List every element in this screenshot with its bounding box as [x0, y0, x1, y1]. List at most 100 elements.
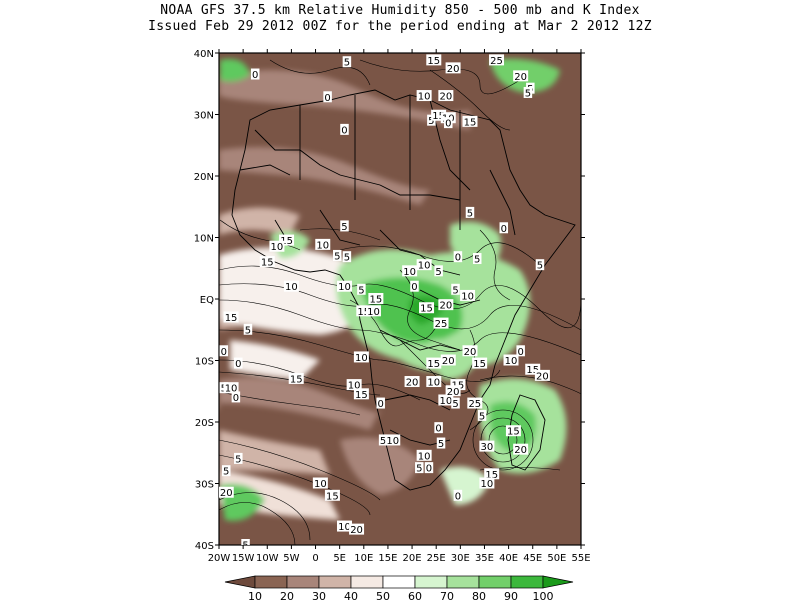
lon-label: 50E [547, 553, 566, 564]
kindex-label: 10 [269, 240, 285, 253]
kindex-label-box [376, 397, 385, 409]
kindex-label-text: 0 [378, 399, 384, 410]
kindex-label-text: 5 [358, 285, 364, 296]
kindex-label-text: 5 [223, 467, 229, 478]
kindex-label-text: 10 [427, 378, 440, 389]
kindex-label: 15 [259, 256, 275, 269]
kindex-label-text: 10 [439, 396, 452, 407]
kindex-label-text: 5 [474, 255, 480, 266]
kindex-label-text: 15 [355, 390, 368, 401]
kindex-label-box [221, 465, 231, 477]
kindex-label-box [346, 379, 362, 391]
kindex-label-text: 20 [350, 525, 363, 536]
kindex-label-box [489, 54, 505, 66]
kindex-label: 5 [221, 465, 231, 478]
kindex-label-text: 5 [341, 222, 347, 233]
kindex-label-box [250, 68, 260, 80]
kindex-label-box [269, 240, 285, 252]
kindex-label-text: 0 [252, 70, 258, 81]
kindex-label-text: 15 [261, 258, 274, 269]
kindex-label: 10 [353, 351, 369, 364]
kindex-label-box [357, 283, 366, 295]
kindex-label-text: 5 [537, 261, 543, 272]
kindex-label: 10 [336, 280, 352, 293]
kindex-label-box [535, 259, 545, 271]
kindex-label: 15 [279, 234, 295, 247]
kindex-label: 0 [444, 117, 453, 130]
kindex-label-text: 10 [461, 291, 474, 302]
kindex-label-text: 15 [464, 117, 477, 128]
kindex-label: 15 [368, 293, 384, 306]
colorbar: 10 20 30 40 50 60 70 80 90 100 [224, 575, 574, 600]
kindex-label: 5 [333, 249, 342, 262]
lon-label: 35E [475, 553, 494, 564]
kindex-label-text: 5 [380, 436, 386, 447]
kindex-label-box [419, 302, 435, 314]
lon-label: 5E [333, 553, 346, 564]
kindex-label-text: 10 [505, 356, 518, 367]
kindex-label: 5 [378, 434, 388, 447]
colorbar-swatch [254, 575, 288, 589]
kindex-label-box [378, 434, 388, 446]
kindex-label: 25 [433, 317, 449, 330]
kindex-label-text: 0 [426, 464, 432, 475]
kindex-label: 10 [426, 376, 442, 389]
kindex-label-text: 20 [514, 72, 527, 83]
kindex-label: 5 [434, 265, 443, 278]
kindex-label-box [402, 265, 418, 277]
lon-label: 20E [403, 553, 422, 564]
colorbar-label: 70 [440, 590, 454, 600]
kindex-label: 20 [438, 90, 454, 103]
kindex-label-box [336, 520, 352, 532]
kindex-label-text: 20 [464, 347, 477, 358]
kindex-label-box [279, 234, 295, 246]
colorbar-label: 90 [504, 590, 518, 600]
kindex-label-text: 20 [220, 488, 233, 499]
kindex-label-text: 10 [314, 479, 327, 490]
kindex-label-text: 15 [357, 307, 370, 318]
kindex-label-text: 5 [452, 285, 458, 296]
kindex-label: 0 [424, 462, 434, 475]
kindex-label: 10 [365, 305, 381, 318]
kindex-label-text: 10 [338, 282, 351, 293]
kindex-label-text: 15 [290, 374, 303, 385]
kindex-label-text: 10 [418, 451, 431, 462]
kindex-label-box [513, 443, 529, 455]
kindex-label: 20 [349, 523, 365, 536]
kindex-label-text: 0 [341, 125, 347, 136]
kindex-label-box [479, 477, 495, 489]
kindex-label-box [479, 440, 495, 452]
kindex-label-text: 0 [455, 491, 461, 502]
lat-label: EQ [200, 295, 214, 306]
kindex-label-text: 10 [271, 242, 284, 253]
kindex-label-box [444, 117, 453, 129]
lon-label: 15E [378, 553, 397, 564]
colorbar-swatch [382, 575, 416, 589]
kindex-label: 15 [353, 388, 369, 401]
kindex-label-text: 10 [367, 307, 380, 318]
kindex-contours [219, 59, 581, 545]
kindex-label-box [410, 280, 419, 292]
longitude-labels: 20W 15W 10W 5W 0 5E 10E 15E 20E 25E 30E 35E 40E 45E 50… [208, 553, 591, 564]
kindex-label: 15 [426, 54, 442, 67]
kindex-label-text: 15 [369, 295, 382, 306]
kindex-label: 5 [241, 539, 250, 545]
kindex-label: 0 [231, 391, 241, 404]
lat-label: 20N [194, 172, 214, 183]
kindex-label: 10 [315, 238, 331, 251]
kindex-label-text: 5 [344, 253, 350, 264]
kindex-label: 15 [426, 357, 442, 370]
colorbar-swatch [286, 575, 320, 589]
kindex-label-box [465, 206, 475, 218]
kindex-label-text: 15 [507, 427, 520, 438]
kindex-label: 0 [410, 280, 419, 293]
kindex-label-box [503, 354, 519, 366]
kindex-label-box [323, 91, 332, 103]
kindex-label-text: 5 [479, 411, 485, 422]
kindex-label-text: 15 [225, 313, 238, 324]
kindex-label-box [416, 449, 432, 461]
kindex-label-text: 25 [468, 399, 481, 410]
kindex-label-text: 10 [338, 522, 351, 533]
kindex-label-box [415, 462, 424, 474]
kindex-label-box [451, 397, 460, 409]
